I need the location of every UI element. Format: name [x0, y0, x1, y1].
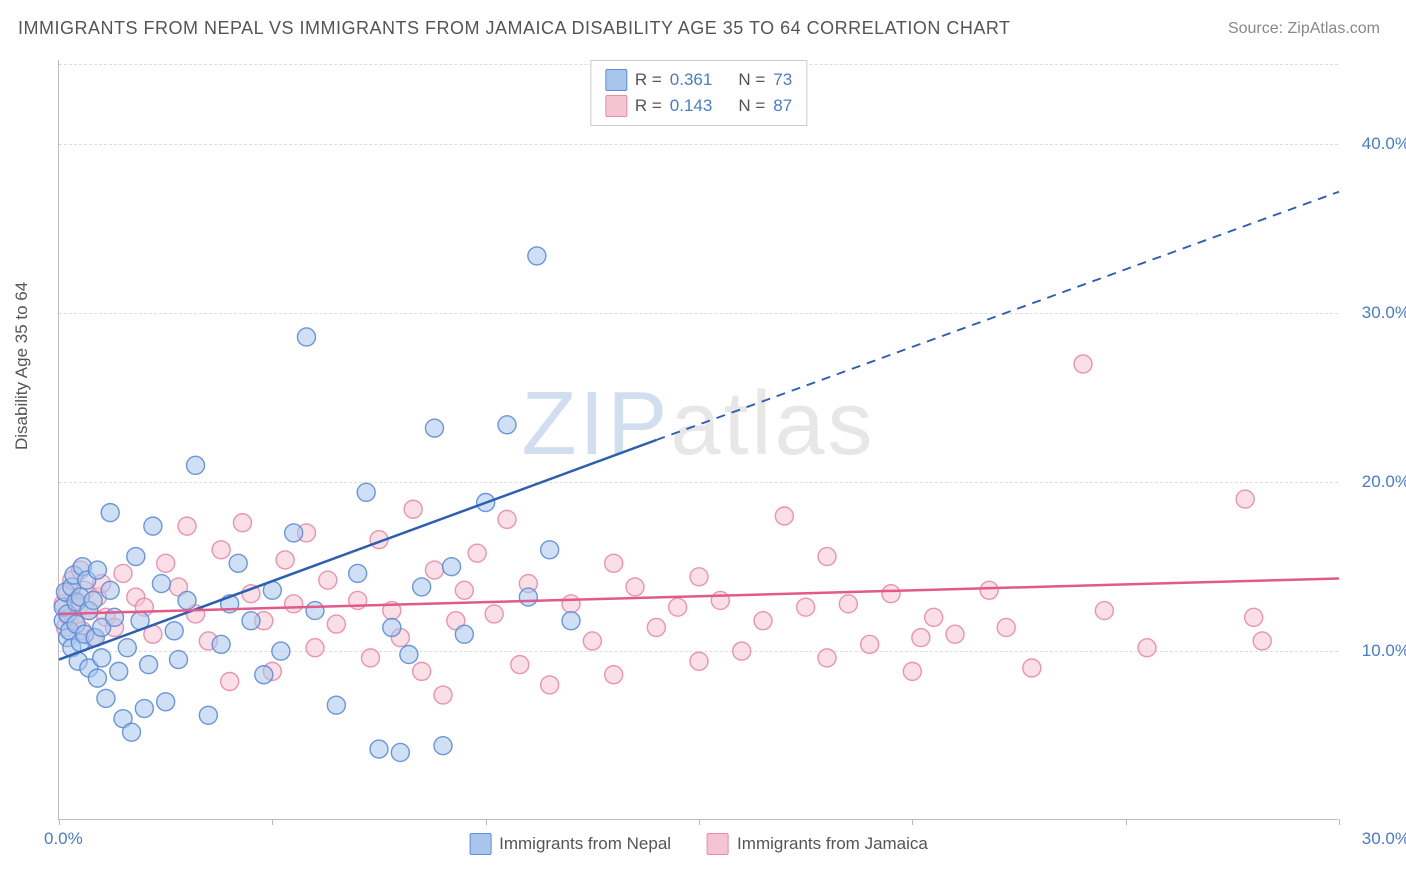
- n-label: N =: [738, 96, 765, 116]
- legend-label-jamaica: Immigrants from Jamaica: [737, 834, 928, 854]
- y-tick: 30.0%: [1362, 303, 1406, 323]
- n-value-jamaica: 87: [773, 96, 792, 116]
- r-label: R =: [635, 70, 662, 90]
- chart-plot-area: ZIPatlas 10.0%20.0%30.0%40.0% 0.0% 30.0%…: [58, 60, 1338, 820]
- scatter-svg: [59, 60, 1338, 819]
- n-label: N =: [738, 70, 765, 90]
- x-tick-max: 30.0%: [1362, 829, 1406, 849]
- x-tick-min: 0.0%: [44, 829, 83, 849]
- y-axis-label: Disability Age 35 to 64: [12, 282, 32, 450]
- source-label: Source: ZipAtlas.com: [1228, 20, 1380, 38]
- legend-swatch-nepal: [605, 69, 627, 91]
- chart-title: IMMIGRANTS FROM NEPAL VS IMMIGRANTS FROM…: [18, 18, 1011, 39]
- y-tick: 40.0%: [1362, 134, 1406, 154]
- n-value-nepal: 73: [773, 70, 792, 90]
- r-value-nepal: 0.361: [670, 70, 713, 90]
- legend-stats-row: R = 0.143 N = 87: [605, 93, 792, 119]
- legend-item-jamaica: Immigrants from Jamaica: [707, 833, 928, 855]
- y-tick: 10.0%: [1362, 641, 1406, 661]
- legend-label-nepal: Immigrants from Nepal: [499, 834, 671, 854]
- legend-swatch-jamaica: [707, 833, 729, 855]
- legend-stats: R = 0.361 N = 73 R = 0.143 N = 87: [590, 60, 807, 126]
- legend-swatch-nepal: [469, 833, 491, 855]
- legend-item-nepal: Immigrants from Nepal: [469, 833, 671, 855]
- r-label: R =: [635, 96, 662, 116]
- y-tick: 20.0%: [1362, 472, 1406, 492]
- legend-swatch-jamaica: [605, 95, 627, 117]
- r-value-jamaica: 0.143: [670, 96, 713, 116]
- legend-series: Immigrants from Nepal Immigrants from Ja…: [469, 833, 928, 855]
- legend-stats-row: R = 0.361 N = 73: [605, 67, 792, 93]
